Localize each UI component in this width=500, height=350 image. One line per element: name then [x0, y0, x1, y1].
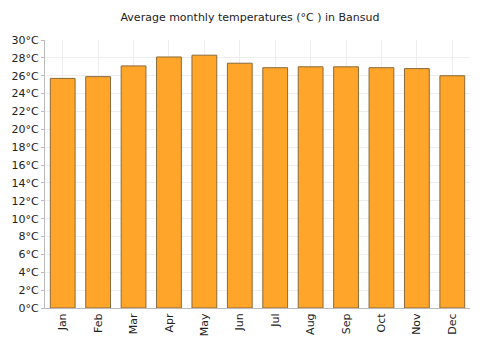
- svg-text:22°C: 22°C: [12, 105, 39, 118]
- svg-text:May: May: [198, 313, 211, 336]
- svg-text:Feb: Feb: [92, 313, 105, 332]
- svg-text:Nov: Nov: [410, 313, 423, 335]
- svg-text:0°C: 0°C: [19, 302, 39, 315]
- svg-text:Aug: Aug: [304, 313, 317, 334]
- svg-text:24°C: 24°C: [12, 87, 39, 100]
- svg-text:10°C: 10°C: [12, 213, 39, 226]
- svg-text:6°C: 6°C: [19, 248, 39, 261]
- svg-text:8°C: 8°C: [19, 230, 39, 243]
- svg-text:16°C: 16°C: [12, 159, 39, 172]
- svg-text:Mar: Mar: [127, 313, 140, 334]
- svg-text:Dec: Dec: [446, 313, 459, 334]
- svg-text:30°C: 30°C: [12, 34, 39, 47]
- svg-text:Average monthly temperatures (: Average monthly temperatures (°C ) in Ba…: [120, 11, 379, 24]
- svg-text:4°C: 4°C: [19, 266, 39, 279]
- svg-text:26°C: 26°C: [12, 70, 39, 83]
- svg-text:14°C: 14°C: [12, 177, 39, 190]
- svg-text:Sep: Sep: [340, 313, 353, 334]
- svg-text:18°C: 18°C: [12, 141, 39, 154]
- svg-text:2°C: 2°C: [19, 284, 39, 297]
- svg-text:Jul: Jul: [269, 313, 282, 327]
- svg-text:28°C: 28°C: [12, 52, 39, 65]
- svg-text:Jan: Jan: [56, 313, 69, 331]
- svg-text:Apr: Apr: [163, 313, 176, 333]
- svg-text:12°C: 12°C: [12, 195, 39, 208]
- svg-text:20°C: 20°C: [12, 123, 39, 136]
- svg-text:Oct: Oct: [375, 313, 388, 333]
- svg-text:Jun: Jun: [233, 313, 246, 331]
